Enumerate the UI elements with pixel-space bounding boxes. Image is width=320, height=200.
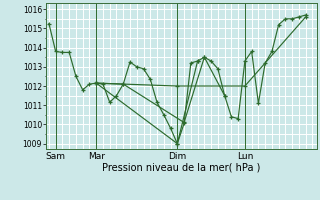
X-axis label: Pression niveau de la mer( hPa ): Pression niveau de la mer( hPa ) — [102, 163, 260, 173]
